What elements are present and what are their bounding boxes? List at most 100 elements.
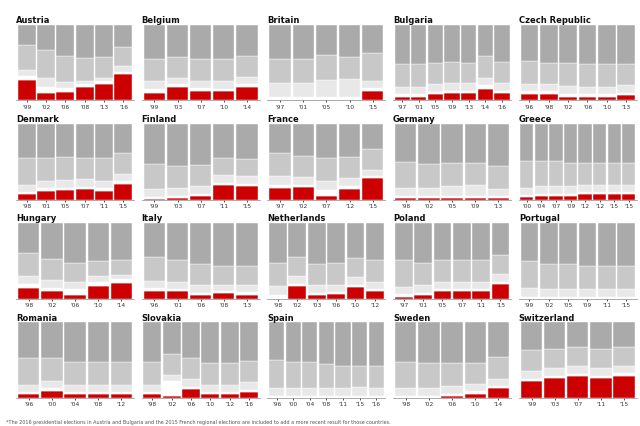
Bar: [444, 91, 460, 94]
Bar: [461, 64, 476, 84]
Bar: [414, 296, 432, 299]
Bar: [477, 90, 493, 101]
Text: *The 2016 presidential elections in Austria and Bulgaria and the 2015 French reg: *The 2016 presidential elections in Aust…: [6, 419, 391, 424]
Bar: [65, 323, 86, 362]
Bar: [346, 259, 364, 277]
Bar: [18, 71, 36, 77]
Bar: [56, 93, 74, 101]
Bar: [346, 224, 364, 259]
Bar: [18, 288, 40, 299]
Bar: [236, 78, 258, 85]
Bar: [308, 224, 326, 265]
Bar: [190, 89, 211, 92]
Bar: [319, 364, 334, 389]
Bar: [593, 164, 606, 185]
Bar: [395, 199, 417, 200]
Bar: [18, 124, 36, 158]
Bar: [559, 224, 577, 265]
Bar: [598, 267, 616, 289]
Bar: [221, 323, 239, 363]
Bar: [339, 187, 360, 190]
Bar: [95, 82, 113, 85]
Bar: [366, 282, 383, 289]
Bar: [419, 124, 440, 165]
Bar: [540, 92, 557, 95]
Bar: [115, 182, 132, 184]
Bar: [472, 289, 490, 292]
Bar: [143, 362, 161, 385]
Bar: [115, 66, 132, 72]
Bar: [339, 158, 360, 179]
Bar: [167, 124, 188, 166]
Bar: [41, 224, 63, 259]
Bar: [579, 224, 596, 267]
Bar: [190, 92, 211, 101]
Bar: [549, 194, 563, 196]
Bar: [190, 194, 211, 196]
Bar: [346, 287, 364, 299]
Bar: [76, 59, 93, 81]
Bar: [65, 289, 86, 296]
Bar: [520, 26, 538, 62]
Bar: [65, 362, 86, 385]
Bar: [579, 193, 592, 195]
Bar: [144, 257, 165, 281]
Bar: [115, 184, 132, 200]
Bar: [598, 98, 616, 101]
Bar: [202, 392, 220, 394]
Bar: [302, 323, 317, 362]
Bar: [37, 181, 55, 189]
Bar: [37, 78, 55, 88]
Bar: [56, 57, 74, 83]
Bar: [115, 153, 132, 175]
Bar: [163, 354, 180, 375]
Bar: [352, 396, 367, 398]
Bar: [540, 297, 557, 299]
Bar: [488, 199, 509, 200]
Bar: [292, 125, 314, 156]
Text: Germany: Germany: [393, 115, 436, 124]
Text: Romania: Romania: [16, 313, 57, 322]
Bar: [167, 289, 188, 292]
Bar: [567, 348, 588, 366]
Bar: [144, 292, 165, 299]
Bar: [65, 224, 86, 263]
Bar: [520, 196, 534, 198]
Bar: [613, 347, 635, 366]
Bar: [327, 295, 345, 299]
Bar: [144, 224, 165, 257]
Bar: [442, 199, 463, 200]
Bar: [190, 196, 211, 200]
Bar: [202, 394, 220, 398]
Bar: [95, 124, 113, 158]
Bar: [579, 98, 596, 101]
Bar: [18, 385, 40, 392]
Bar: [559, 26, 577, 64]
Bar: [613, 376, 635, 398]
Bar: [190, 293, 211, 296]
Bar: [56, 26, 74, 57]
Bar: [213, 82, 234, 90]
Bar: [292, 187, 314, 200]
Bar: [319, 323, 334, 364]
Bar: [567, 366, 588, 374]
Bar: [540, 224, 557, 265]
Bar: [289, 258, 307, 276]
Bar: [95, 158, 113, 181]
Bar: [579, 195, 592, 200]
Bar: [236, 159, 258, 177]
Bar: [590, 368, 612, 376]
Bar: [559, 87, 577, 95]
Bar: [88, 392, 109, 394]
Bar: [289, 276, 307, 284]
Bar: [622, 193, 636, 195]
Bar: [76, 190, 93, 200]
Bar: [111, 385, 132, 392]
Bar: [590, 349, 612, 368]
Bar: [617, 65, 635, 86]
Bar: [144, 82, 165, 90]
Bar: [292, 98, 314, 101]
Text: Czech Republic: Czech Republic: [519, 16, 591, 25]
Bar: [56, 89, 74, 93]
Bar: [269, 264, 287, 286]
